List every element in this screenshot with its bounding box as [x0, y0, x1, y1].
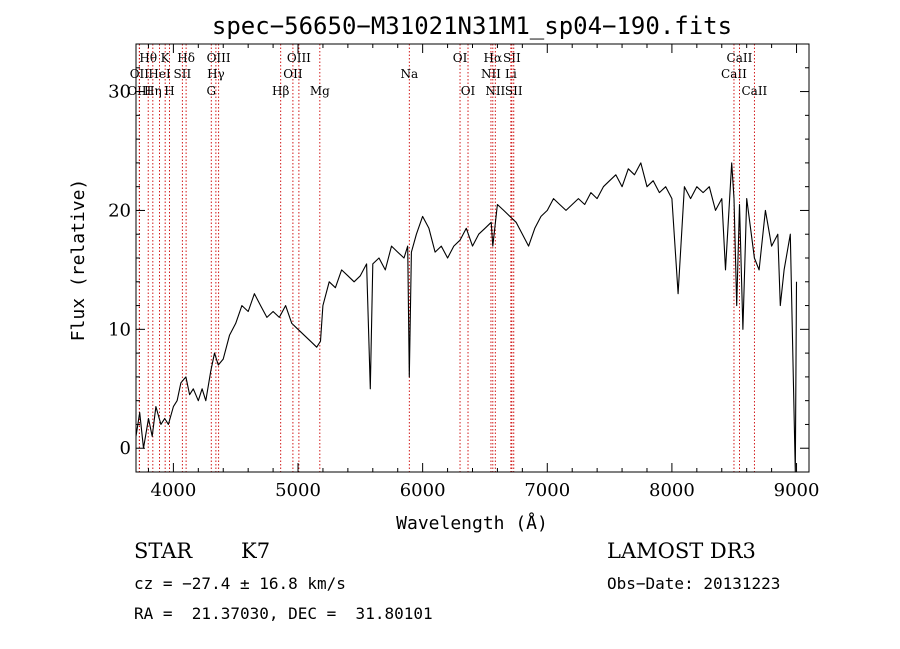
- y-axis: 0 10 20 30: [108, 44, 809, 459]
- line-marker-label: OI: [461, 84, 476, 98]
- redshift-line: cz = −27.4 ± 16.8 km/s: [134, 574, 346, 593]
- survey-name: LAMOST DR3: [607, 539, 756, 563]
- line-marker-label: CaII: [727, 51, 753, 65]
- plot-frame: [136, 44, 809, 472]
- object-subclass: K7: [241, 539, 270, 563]
- line-marker-label: Na: [400, 67, 418, 81]
- line-marker-label: Hβ: [272, 84, 289, 98]
- line-marker-label: Mg: [310, 84, 330, 98]
- spectrum-line: [136, 163, 797, 472]
- x-axis-label: Wavelength (Å): [396, 512, 548, 534]
- x-tick-label: 9000: [774, 480, 820, 501]
- line-marker-label: Hα: [484, 51, 503, 65]
- coordinates-line: RA = 21.37030, DEC = 31.80101: [134, 604, 433, 623]
- object-type: STAR: [134, 539, 192, 563]
- line-marker-label: SII: [505, 84, 523, 98]
- line-marker-label: OIII: [287, 51, 311, 65]
- y-axis-label: Flux (relative): [68, 179, 89, 342]
- x-tick-label: 7000: [524, 480, 570, 501]
- chart-title: spec−56650−M31021N31M1_sp04−190.fits: [212, 12, 732, 40]
- line-marker-label: NII: [485, 84, 505, 98]
- line-marker-label: NII: [481, 67, 501, 81]
- line-marker-label: Hη: [144, 84, 162, 98]
- line-marker-label: G: [206, 84, 216, 98]
- line-marker-label: OI: [453, 51, 468, 65]
- line-marker-label: OIII: [207, 51, 231, 65]
- x-tick-label: 8000: [649, 480, 695, 501]
- x-tick-label: 6000: [400, 480, 446, 501]
- y-tick-label: 0: [120, 438, 131, 459]
- line-marker-label: H: [164, 84, 174, 98]
- x-axis: 4000 5000 6000 7000 8000 9000: [148, 44, 819, 501]
- y-tick-label: 10: [108, 319, 131, 340]
- x-tick-label: 4000: [150, 480, 196, 501]
- y-tick-label: 20: [108, 200, 131, 221]
- x-tick-label: 5000: [275, 480, 321, 501]
- line-marker-label: SII: [503, 51, 521, 65]
- obs-date-line: Obs−Date: 20131223: [607, 574, 780, 593]
- line-marker-label: CaII: [741, 84, 767, 98]
- line-marker-label: Hθ: [139, 51, 157, 65]
- line-marker-label: OII: [130, 67, 150, 81]
- line-marker-label: Hδ: [177, 51, 195, 65]
- line-marker-label: Hγ: [207, 67, 225, 81]
- line-marker-label: Li: [505, 67, 517, 81]
- line-marker-label: CaII: [721, 67, 747, 81]
- y-tick-label: 30: [108, 82, 131, 103]
- line-marker-label: SII: [174, 67, 192, 81]
- line-marker-label: HeI: [148, 67, 171, 81]
- line-marker-label: OII: [283, 67, 303, 81]
